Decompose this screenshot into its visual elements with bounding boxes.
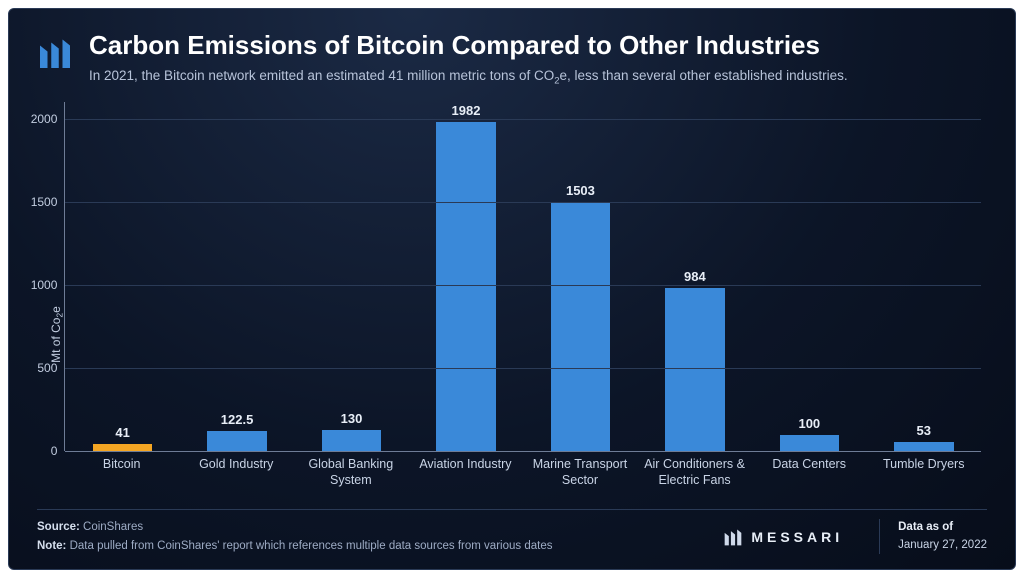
bar-slot: 41: [65, 102, 179, 451]
bar: 130: [322, 430, 382, 452]
bar-value-label: 122.5: [221, 412, 254, 431]
source-label: Source:: [37, 521, 80, 533]
x-axis-label: Tumble Dryers: [866, 451, 981, 507]
messari-mark-icon: [723, 527, 743, 547]
bar: 41: [93, 444, 153, 451]
bar-slot: 1503: [523, 102, 637, 451]
gridline: [65, 119, 981, 120]
note-value: Data pulled from CoinShares' report whic…: [70, 540, 553, 552]
bar-slot: 100: [752, 102, 866, 451]
y-tick-label: 0: [51, 444, 66, 458]
header: Carbon Emissions of Bitcoin Compared to …: [37, 31, 987, 88]
y-tick-label: 500: [37, 361, 65, 375]
bar: 1982: [436, 122, 496, 451]
bar: 984: [665, 288, 725, 451]
bar: 122.5: [207, 431, 267, 451]
bar-value-label: 130: [341, 411, 363, 430]
bar: 100: [780, 435, 840, 452]
x-axis-label: Gold Industry: [179, 451, 294, 507]
date-label: Data as of: [898, 519, 987, 536]
x-axis-label: Air Conditioners & Electric Fans: [637, 451, 752, 507]
bar-value-label: 53: [917, 423, 931, 442]
chart-area: Mt of Co2e 41122.51301982150398410053 05…: [37, 102, 987, 507]
header-text: Carbon Emissions of Bitcoin Compared to …: [89, 31, 848, 88]
source-value: CoinShares: [83, 521, 143, 533]
x-axis-labels: BitcoinGold IndustryGlobal Banking Syste…: [64, 451, 981, 507]
bar-slot: 984: [638, 102, 752, 451]
bar-slot: 53: [867, 102, 981, 451]
plot-area: 41122.51301982150398410053 0500100015002…: [64, 102, 981, 451]
gridline: [65, 202, 981, 203]
gridline: [65, 368, 981, 369]
note-label: Note:: [37, 540, 66, 552]
y-tick-label: 1500: [31, 195, 66, 209]
bar-value-label: 41: [115, 425, 129, 444]
x-axis-label: Global Banking System: [294, 451, 409, 507]
y-tick-label: 1000: [31, 278, 66, 292]
bar-value-label: 1503: [566, 183, 595, 202]
bar: 1503: [551, 202, 611, 452]
chart-title: Carbon Emissions of Bitcoin Compared to …: [89, 31, 848, 61]
bar-slot: 130: [294, 102, 408, 451]
footer-brand: MESSARI: [705, 527, 861, 547]
bar-slot: 122.5: [180, 102, 294, 451]
y-tick-label: 2000: [31, 112, 66, 126]
gridline: [65, 451, 981, 452]
x-axis-label: Aviation Industry: [408, 451, 523, 507]
bar-value-label: 100: [798, 416, 820, 435]
bars-row: 41 122.5 130 1982 1503 984 100 53: [65, 102, 981, 451]
brand-text: MESSARI: [751, 529, 843, 545]
plot: 41122.51301982150398410053 0500100015002…: [64, 102, 981, 507]
footer-date: Data as of January 27, 2022: [879, 519, 987, 554]
x-axis-label: Data Centers: [752, 451, 867, 507]
x-axis-label: Marine Transport Sector: [523, 451, 638, 507]
footer: Source: CoinShares Note: Data pulled fro…: [37, 509, 987, 555]
x-axis-label: Bitcoin: [64, 451, 179, 507]
messari-logo-icon: [37, 35, 73, 76]
date-value: January 27, 2022: [898, 537, 987, 554]
bar: 53: [894, 442, 954, 451]
bar-slot: 1982: [409, 102, 523, 451]
chart-subtitle: In 2021, the Bitcoin network emitted an …: [89, 67, 848, 88]
gridline: [65, 285, 981, 286]
footer-notes: Source: CoinShares Note: Data pulled fro…: [37, 518, 687, 555]
chart-card: Carbon Emissions of Bitcoin Compared to …: [8, 8, 1016, 570]
